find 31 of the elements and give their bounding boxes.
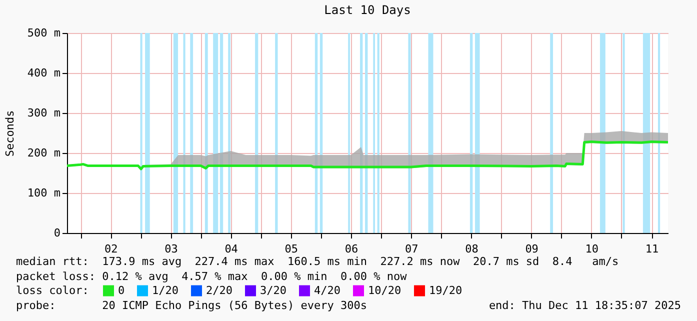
legend-label: 0 bbox=[118, 284, 125, 297]
x-tick-label: 10 bbox=[585, 242, 599, 256]
y-tick-label: 200 m bbox=[27, 146, 61, 160]
chart-title: Last 10 Days bbox=[324, 3, 411, 17]
x-tick-label: 08 bbox=[465, 242, 478, 256]
text: end: Thu Dec 11 18:35:07 2025 bbox=[488, 299, 681, 312]
x-tick-label: 04 bbox=[224, 242, 238, 256]
legend-label: 2/20 bbox=[206, 284, 232, 297]
legend-label: 3/20 bbox=[260, 284, 286, 297]
legend-label: 1/20 bbox=[152, 284, 178, 297]
text: median rtt: 173.9 ms avg 227.4 ms max 160.5 ms min 227.2 ms now 20.7 ms sd 8.4 am/s bbox=[16, 255, 619, 268]
x-tick-label: 03 bbox=[164, 242, 178, 256]
legend-label: 19/20 bbox=[429, 284, 462, 297]
x-tick-label: 06 bbox=[344, 242, 358, 256]
legend-label: 10/20 bbox=[368, 284, 402, 297]
line-series bbox=[66, 140, 670, 170]
y-tick-label: 0 bbox=[54, 226, 60, 240]
x-tick-label: 02 bbox=[104, 242, 118, 256]
y-axis-title: Seconds bbox=[3, 110, 16, 157]
x-tick-label: 11 bbox=[645, 242, 659, 256]
legend-label: 4/20 bbox=[314, 284, 340, 297]
x-tick-label: 09 bbox=[525, 242, 538, 256]
x-tick-label: 05 bbox=[284, 242, 298, 256]
y-tick-label: 500 m bbox=[27, 26, 61, 40]
x-tick-label: 07 bbox=[404, 242, 418, 256]
y-tick-label: 400 m bbox=[27, 66, 61, 80]
text: packet loss: 0.12 % avg 4.57 % max 0.00 % min 0.00 % now bbox=[16, 270, 407, 283]
text: probe: 20 ICMP Echo Pings (56 Bytes) every 300s bbox=[16, 299, 367, 312]
legend-title: loss color: bbox=[16, 284, 89, 297]
y-tick-label: 300 m bbox=[27, 106, 61, 120]
y-tick-label: 100 m bbox=[27, 186, 61, 200]
